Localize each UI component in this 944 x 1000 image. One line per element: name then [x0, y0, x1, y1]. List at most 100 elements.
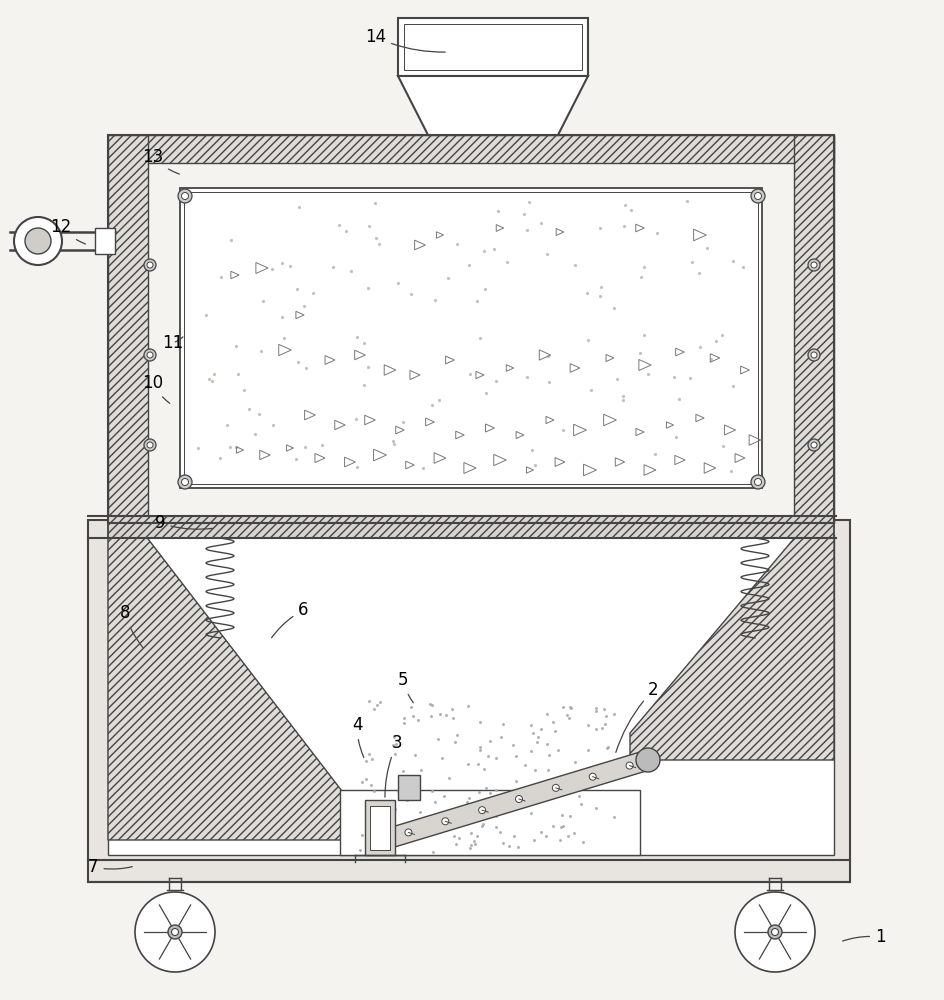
Point	[570, 768, 585, 784]
Point	[539, 706, 554, 722]
Point	[228, 338, 244, 354]
Point	[563, 808, 578, 824]
Point	[462, 257, 477, 273]
Point	[411, 712, 426, 728]
Bar	[180, 188, 762, 488]
Point	[371, 236, 386, 252]
Point	[406, 708, 421, 724]
Point	[533, 824, 548, 840]
Point	[357, 377, 372, 393]
Point	[546, 818, 561, 834]
Point	[583, 382, 598, 398]
Point	[714, 327, 729, 343]
Circle shape	[147, 352, 153, 358]
Point	[430, 731, 446, 747]
Point	[597, 701, 612, 717]
Point	[482, 785, 497, 801]
Point	[289, 281, 304, 297]
Point	[527, 457, 542, 473]
Point	[386, 729, 401, 745]
Point	[575, 834, 590, 850]
Point	[470, 756, 485, 772]
Point	[709, 333, 724, 349]
Point	[541, 762, 556, 778]
Point	[469, 828, 484, 844]
Point	[432, 706, 447, 722]
Circle shape	[479, 807, 485, 814]
Text: 9: 9	[155, 514, 212, 532]
Bar	[398, 18, 588, 76]
Point	[408, 747, 423, 763]
Point	[616, 218, 632, 234]
Point	[361, 280, 376, 296]
Bar	[108, 535, 834, 855]
Point	[489, 373, 504, 389]
Point	[472, 784, 487, 800]
Text: 4: 4	[352, 716, 363, 757]
Point	[473, 714, 488, 730]
Point	[607, 809, 622, 825]
Polygon shape	[108, 535, 355, 840]
Point	[349, 459, 364, 475]
Point	[533, 215, 548, 231]
Point	[703, 351, 718, 367]
Text: 7: 7	[88, 858, 132, 876]
Point	[611, 769, 626, 785]
Point	[595, 720, 610, 736]
Point	[466, 833, 481, 849]
Point	[581, 717, 596, 733]
Point	[223, 439, 238, 455]
Point	[274, 309, 289, 325]
Point	[447, 734, 463, 750]
Point	[542, 747, 557, 763]
Point	[274, 255, 289, 271]
Point	[489, 819, 504, 835]
Point	[413, 762, 429, 778]
Point	[428, 292, 443, 308]
Point	[368, 195, 383, 211]
Point	[479, 385, 494, 401]
Point	[396, 773, 412, 789]
Circle shape	[768, 925, 782, 939]
Point	[539, 736, 554, 752]
Point	[355, 774, 370, 790]
Point	[567, 257, 582, 273]
Point	[472, 739, 487, 755]
Point	[545, 714, 560, 730]
Bar	[398, 775, 420, 800]
Point	[593, 220, 608, 236]
Point	[564, 700, 579, 716]
Point	[571, 788, 586, 804]
Circle shape	[144, 349, 156, 361]
Point	[735, 259, 750, 275]
Point	[202, 371, 217, 387]
Point	[640, 366, 655, 382]
Point	[615, 388, 631, 404]
Text: 1: 1	[843, 928, 885, 946]
Point	[413, 804, 428, 820]
Point	[524, 743, 539, 759]
Point	[528, 762, 543, 778]
Text: 14: 14	[365, 28, 446, 52]
Point	[277, 330, 292, 346]
Point	[537, 789, 552, 805]
Point	[199, 307, 214, 323]
Point	[252, 406, 267, 422]
Circle shape	[811, 352, 817, 358]
Circle shape	[442, 818, 448, 825]
Point	[598, 708, 614, 724]
Point	[349, 329, 364, 345]
Point	[470, 806, 485, 822]
Point	[496, 835, 511, 851]
Point	[684, 254, 700, 270]
Circle shape	[808, 349, 820, 361]
Circle shape	[751, 475, 765, 489]
Point	[447, 828, 462, 844]
Point	[478, 281, 493, 297]
Point	[632, 345, 648, 361]
Circle shape	[811, 442, 817, 448]
Point	[467, 836, 482, 852]
Point	[592, 288, 607, 304]
Bar	[108, 516, 834, 538]
Point	[255, 293, 270, 309]
